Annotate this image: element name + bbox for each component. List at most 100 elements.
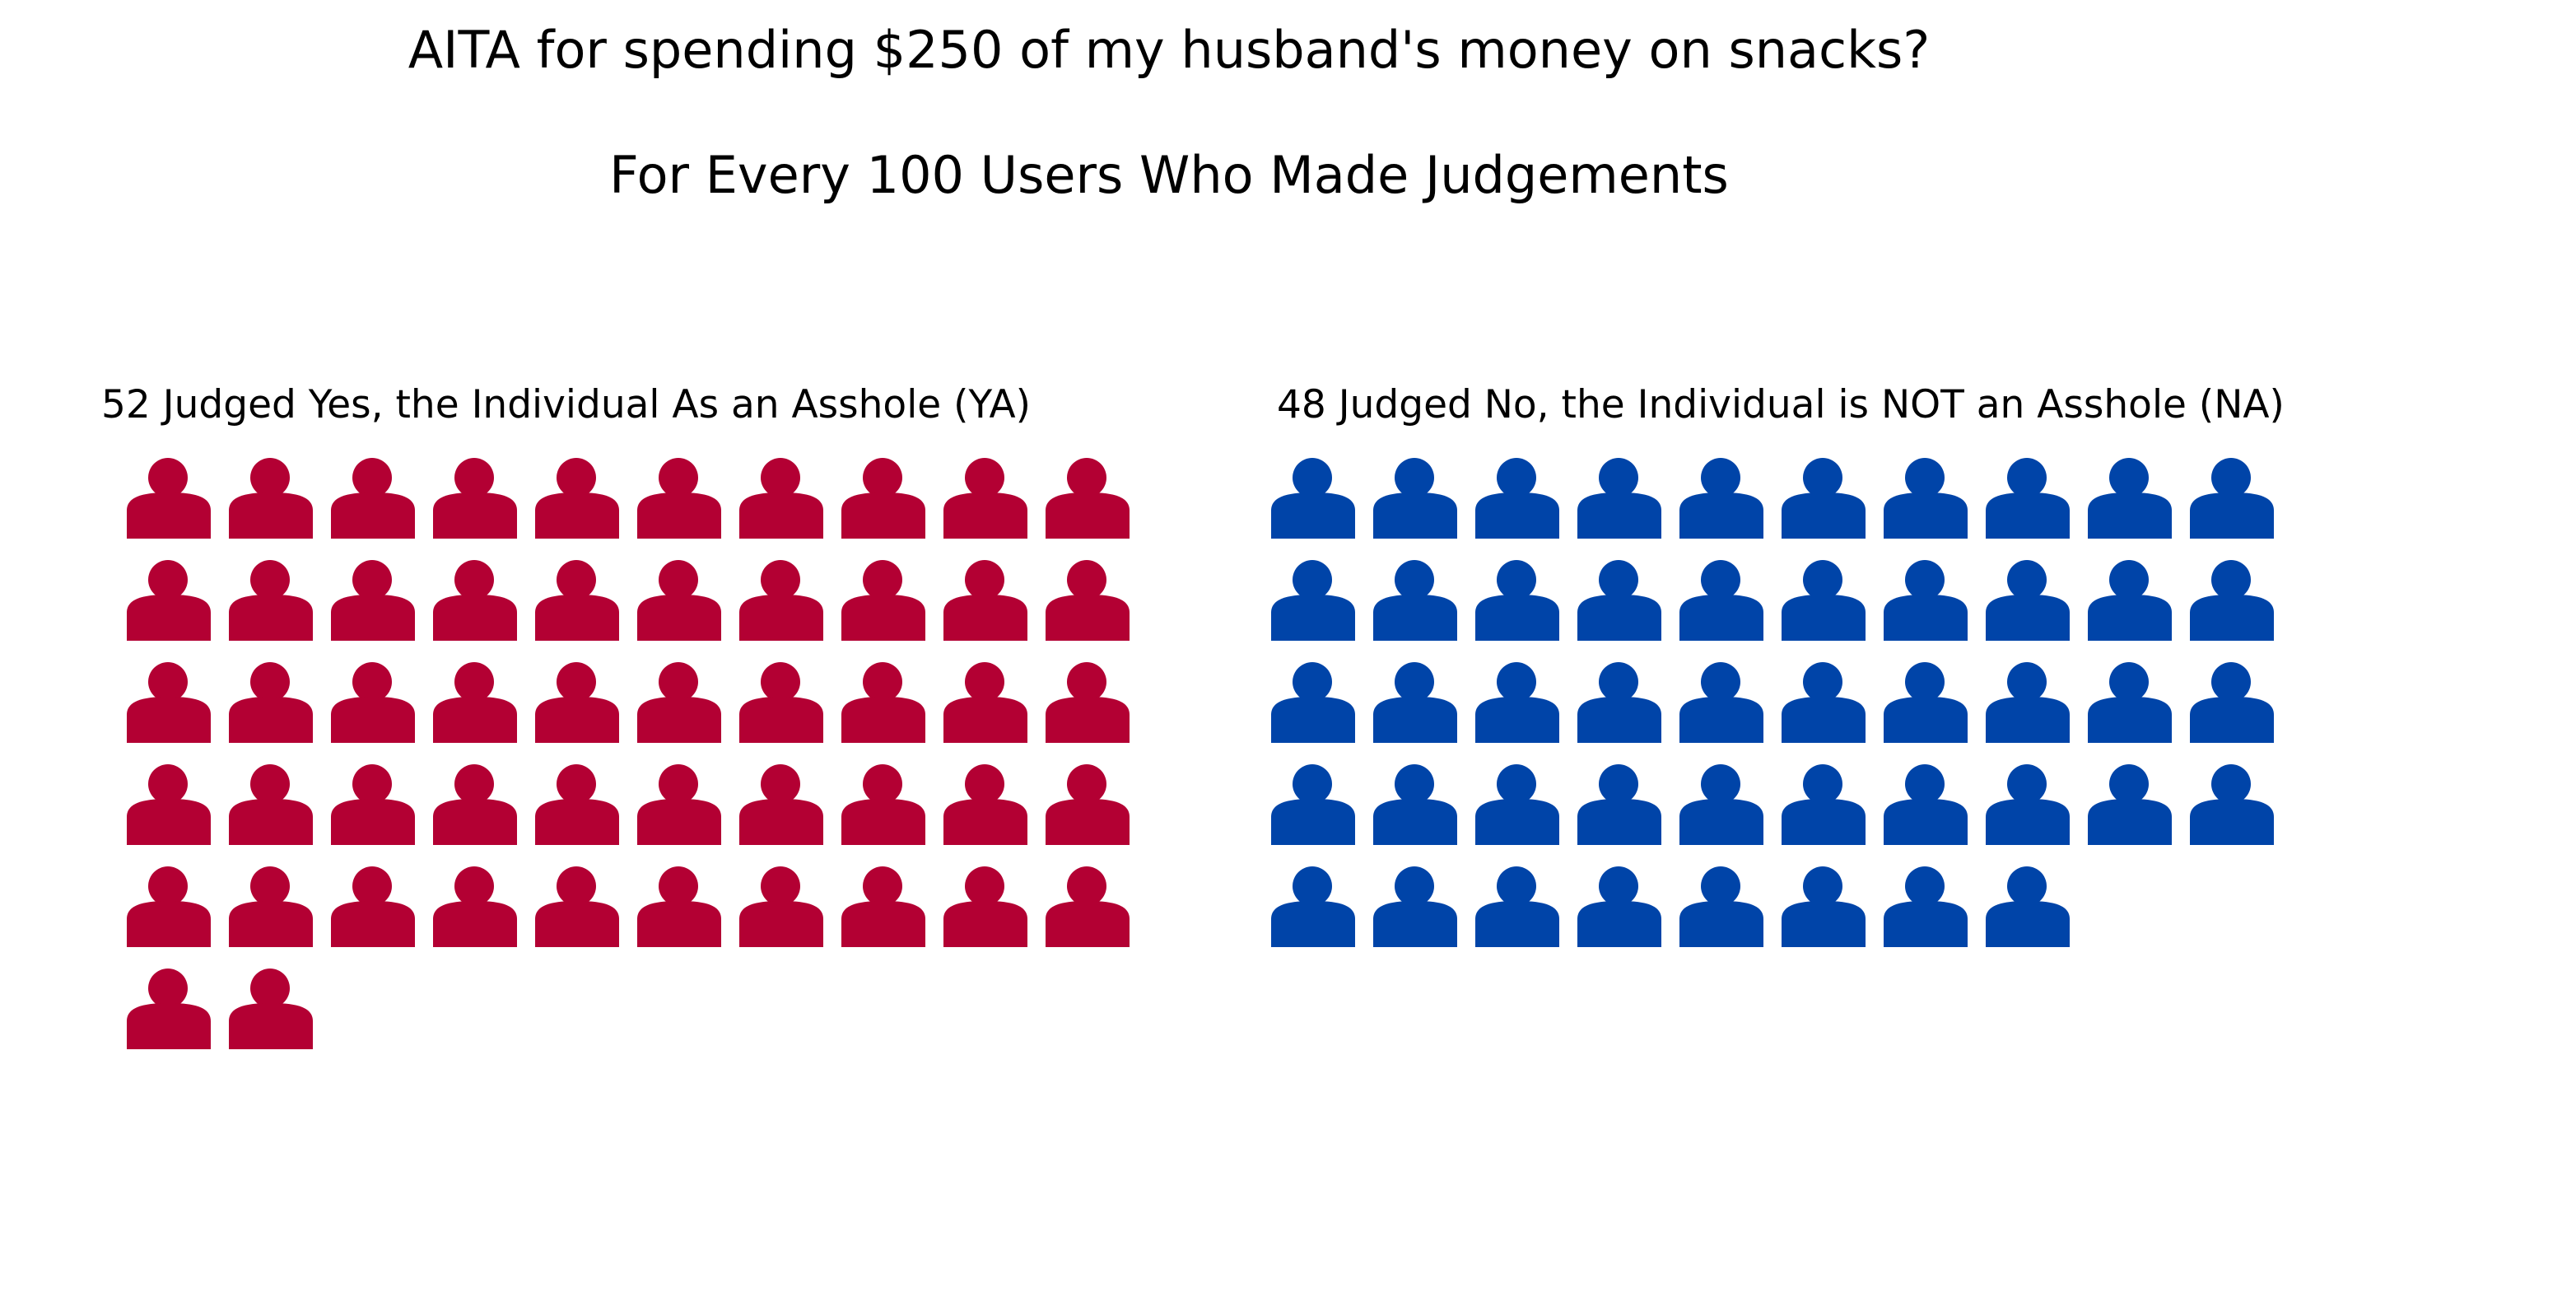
icon-grid-no — [1271, 458, 2274, 947]
person-icon — [841, 866, 925, 947]
person-icon — [739, 458, 823, 539]
person-icon — [229, 969, 313, 1049]
person-icon — [2190, 764, 2274, 845]
person-icon — [637, 458, 721, 539]
person-icon — [1271, 662, 1355, 743]
person-icon — [1271, 560, 1355, 641]
person-icon — [1679, 764, 1763, 845]
person-icon — [739, 662, 823, 743]
person-icon — [127, 969, 211, 1049]
person-icon — [2088, 560, 2172, 641]
person-icon — [1577, 866, 1661, 947]
person-icon — [1884, 662, 1968, 743]
person-icon — [1577, 764, 1661, 845]
person-icon — [1046, 560, 1130, 641]
person-icon — [535, 764, 619, 845]
person-icon — [1046, 662, 1130, 743]
person-icon — [841, 560, 925, 641]
person-icon — [229, 662, 313, 743]
person-icon — [1782, 560, 1866, 641]
person-icon — [433, 560, 517, 641]
icon-grid-yes — [127, 458, 1130, 1049]
person-icon — [2190, 458, 2274, 539]
person-icon — [535, 662, 619, 743]
chart-title: AITA for spending $250 of my husband's m… — [408, 20, 1930, 80]
person-icon — [1046, 866, 1130, 947]
person-icon — [331, 662, 415, 743]
person-icon — [1884, 560, 1968, 641]
person-icon — [331, 764, 415, 845]
group-label-yes: 52 Judged Yes, the Individual As an Assh… — [101, 382, 1031, 427]
person-icon — [331, 458, 415, 539]
person-icon — [229, 764, 313, 845]
person-icon — [433, 458, 517, 539]
person-icon — [1475, 560, 1559, 641]
person-icon — [1986, 866, 2070, 947]
person-icon — [1577, 662, 1661, 743]
person-icon — [2088, 458, 2172, 539]
person-icon — [229, 458, 313, 539]
person-icon — [433, 764, 517, 845]
person-icon — [2190, 662, 2274, 743]
person-icon — [1782, 764, 1866, 845]
person-icon — [1475, 458, 1559, 539]
person-icon — [331, 866, 415, 947]
person-icon — [433, 866, 517, 947]
person-icon — [943, 866, 1027, 947]
person-icon — [943, 560, 1027, 641]
person-icon — [1475, 764, 1559, 845]
person-icon — [127, 560, 211, 641]
person-icon — [2088, 662, 2172, 743]
person-icon — [535, 458, 619, 539]
person-icon — [637, 560, 721, 641]
person-icon — [841, 662, 925, 743]
person-icon — [1373, 560, 1457, 641]
person-icon — [841, 764, 925, 845]
person-icon — [943, 662, 1027, 743]
person-icon — [1884, 458, 1968, 539]
person-icon — [1884, 866, 1968, 947]
person-icon — [535, 866, 619, 947]
person-icon — [1475, 662, 1559, 743]
person-icon — [943, 764, 1027, 845]
person-icon — [1986, 662, 2070, 743]
chart-subtitle: For Every 100 Users Who Made Judgements — [609, 145, 1729, 205]
person-icon — [637, 662, 721, 743]
person-icon — [1884, 764, 1968, 845]
person-icon — [1046, 764, 1130, 845]
person-icon — [841, 458, 925, 539]
person-icon — [1986, 764, 2070, 845]
person-icon — [1679, 458, 1763, 539]
person-icon — [739, 560, 823, 641]
person-icon — [637, 866, 721, 947]
person-icon — [1782, 458, 1866, 539]
person-icon — [229, 866, 313, 947]
group-label-no: 48 Judged No, the Individual is NOT an A… — [1277, 382, 2285, 427]
person-icon — [1373, 662, 1457, 743]
person-icon — [1046, 458, 1130, 539]
person-icon — [1577, 560, 1661, 641]
person-icon — [943, 458, 1027, 539]
person-icon — [1373, 866, 1457, 947]
person-icon — [127, 866, 211, 947]
person-icon — [1577, 458, 1661, 539]
person-icon — [739, 764, 823, 845]
person-icon — [127, 458, 211, 539]
person-icon — [739, 866, 823, 947]
person-icon — [1782, 662, 1866, 743]
person-icon — [1475, 866, 1559, 947]
person-icon — [1679, 662, 1763, 743]
person-icon — [1271, 764, 1355, 845]
person-icon — [433, 662, 517, 743]
person-icon — [535, 560, 619, 641]
person-icon — [2190, 560, 2274, 641]
person-icon — [1373, 458, 1457, 539]
person-icon — [1782, 866, 1866, 947]
person-icon — [2088, 764, 2172, 845]
person-icon — [1271, 458, 1355, 539]
person-icon — [1986, 458, 2070, 539]
person-icon — [1986, 560, 2070, 641]
person-icon — [1679, 560, 1763, 641]
person-icon — [229, 560, 313, 641]
